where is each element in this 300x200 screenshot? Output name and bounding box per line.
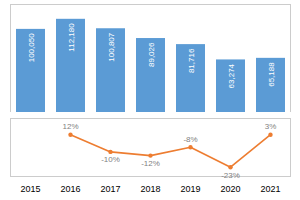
svg-text:2020: 2020 xyxy=(220,184,240,194)
svg-text:2016: 2016 xyxy=(60,184,80,194)
svg-text:2017: 2017 xyxy=(100,184,120,194)
svg-text:63,274: 63,274 xyxy=(227,63,236,88)
svg-text:-8%: -8% xyxy=(183,135,197,144)
svg-text:2019: 2019 xyxy=(180,184,200,194)
svg-text:2021: 2021 xyxy=(260,184,280,194)
svg-text:89,026: 89,026 xyxy=(147,42,156,67)
svg-text:2018: 2018 xyxy=(140,184,160,194)
svg-text:2015: 2015 xyxy=(20,184,40,194)
svg-text:65,188: 65,188 xyxy=(267,62,276,87)
svg-text:12%: 12% xyxy=(62,122,78,131)
svg-text:-12%: -12% xyxy=(141,159,160,168)
svg-text:81,716: 81,716 xyxy=(187,48,196,73)
svg-text:100,050: 100,050 xyxy=(27,33,36,62)
svg-text:-23%: -23% xyxy=(221,171,240,180)
svg-text:112,180: 112,180 xyxy=(67,23,76,52)
svg-text:100,807: 100,807 xyxy=(107,32,116,61)
svg-text:3%: 3% xyxy=(265,122,277,131)
svg-text:-10%: -10% xyxy=(101,155,120,164)
